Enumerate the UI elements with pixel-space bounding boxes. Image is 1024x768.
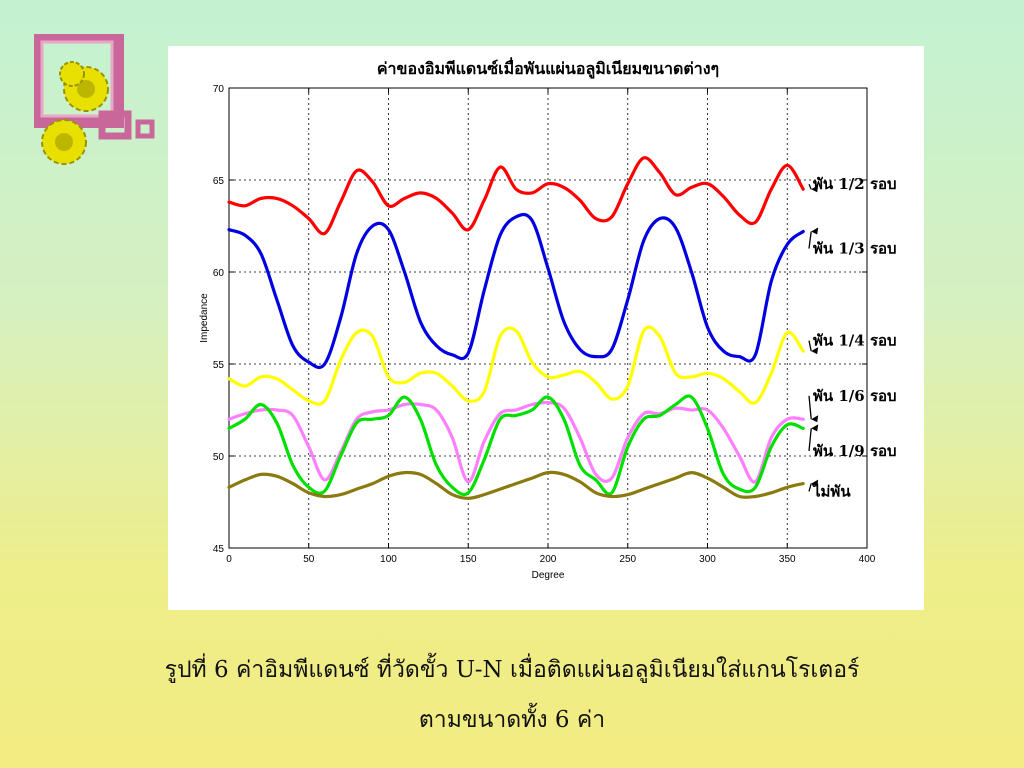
annotation-arrow (808, 483, 812, 492)
series-line-3 (227, 325, 805, 406)
x-tick-label: 250 (619, 554, 636, 565)
logo-frame (30, 30, 155, 140)
caption-line-2: ตามขนาดทั้ง 6 ค่า (418, 707, 606, 733)
series-label-5: พัน 1/9 รอบ (813, 442, 897, 460)
series-line-5 (227, 394, 805, 497)
series-line-1 (227, 156, 805, 236)
logo (30, 30, 164, 174)
annotation-arrowhead (811, 479, 819, 487)
y-tick-label: 70 (213, 84, 225, 95)
series-line-4 (227, 400, 805, 484)
annotation-arrowhead (811, 415, 819, 423)
annotation-arrowhead (811, 227, 819, 235)
series-label-2: พัน 1/3 รอบ (813, 240, 897, 258)
y-axis-label: Impedance (199, 293, 210, 343)
x-axis-label: Degree (532, 570, 565, 581)
x-tick-label: 100 (380, 554, 397, 565)
y-tick-label: 45 (213, 544, 225, 555)
annotation-arrow (808, 183, 812, 190)
annotation-arrow (808, 231, 812, 249)
y-tick-label: 60 (213, 268, 225, 279)
chart-figure: ค่าของอิมพีแดนซ์เมื่อพันแผ่นอลูมิเนียมขน… (168, 46, 924, 610)
annotation-arrowhead (811, 347, 819, 355)
x-tick-label: 200 (540, 554, 557, 565)
x-tick-label: 150 (460, 554, 477, 565)
x-tick-label: 300 (699, 554, 716, 565)
x-tick-label: 350 (779, 554, 796, 565)
annotation-arrowhead (811, 424, 819, 432)
annotation-arrow (808, 340, 812, 352)
y-tick-label: 55 (213, 360, 225, 371)
x-tick-label: 0 (226, 554, 232, 565)
series-label-6: ไม่พัน (811, 481, 851, 500)
caption-line-1: รูปที่ 6 ค่าอิมพีแดนซ์ ที่วัดขั้ว U-N เม… (164, 657, 860, 683)
chart-title: ค่าของอิมพีแดนซ์เมื่อพันแผ่นอลูมิเนียมขน… (377, 57, 719, 80)
series-label-1: พัน 1/2 รอบ (813, 175, 897, 193)
series-label-4: พัน 1/6 รอบ (813, 387, 897, 405)
series-line-6 (227, 470, 805, 500)
gears-logo (30, 30, 155, 165)
gear-icon (41, 119, 87, 165)
series-label-3: พัน 1/4 รอบ (813, 332, 897, 350)
annotation-arrow (808, 428, 812, 452)
annotation-arrow (808, 395, 812, 420)
x-tick-label: 400 (859, 554, 876, 565)
annotation-arrowhead (811, 185, 819, 193)
gear-icon (59, 61, 85, 87)
series-line-2 (227, 212, 805, 370)
y-tick-label: 65 (213, 176, 225, 187)
impedance-line-chart: ค่าของอิมพีแดนซ์เมื่อพันแผ่นอลูมิเนียมขน… (199, 57, 897, 581)
y-tick-label: 50 (213, 452, 225, 463)
x-tick-label: 50 (303, 554, 315, 565)
